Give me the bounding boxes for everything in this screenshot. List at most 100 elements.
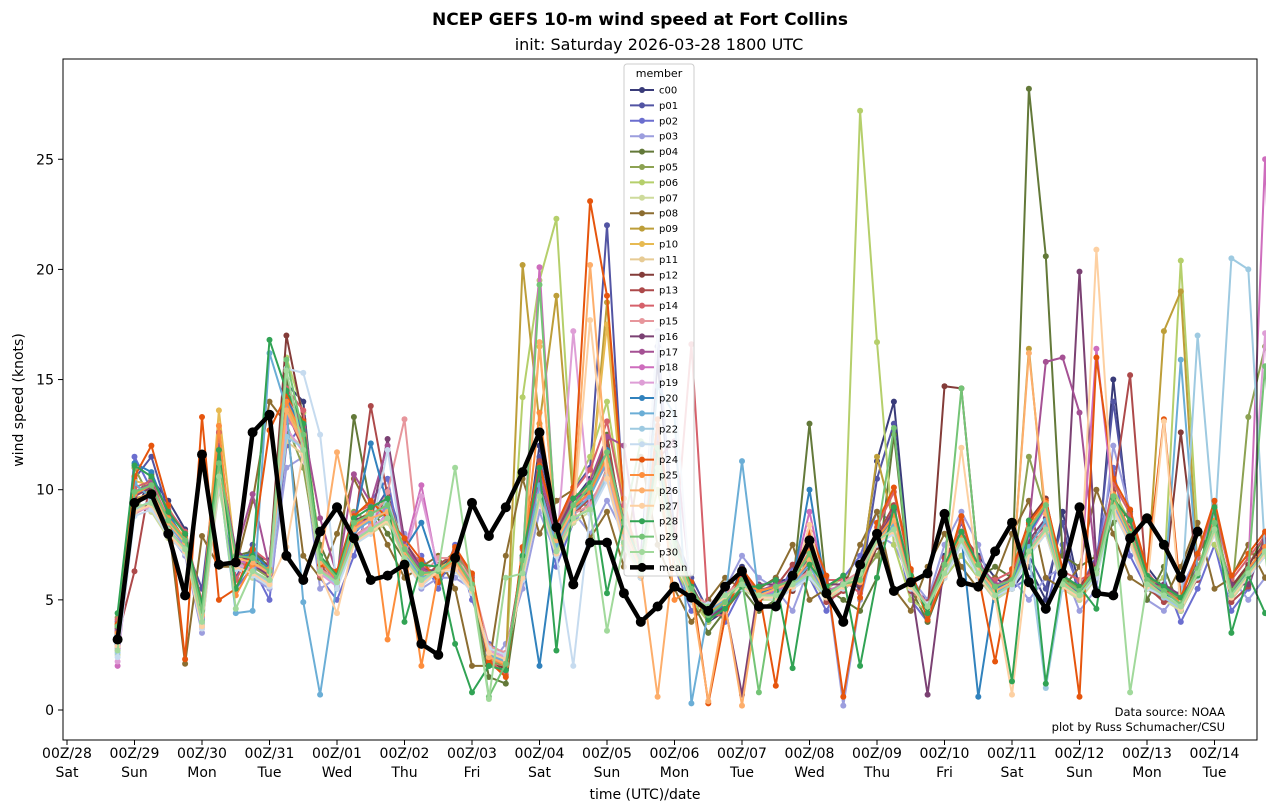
legend-swatch-marker bbox=[639, 502, 645, 509]
series-point-p29 bbox=[148, 482, 155, 489]
x-tick-label-time: 00Z/06 bbox=[650, 746, 700, 762]
x-tick-label-time: 00Z/31 bbox=[245, 746, 295, 762]
series-point-mean bbox=[1192, 526, 1203, 537]
legend-entry-p07: p07 bbox=[630, 193, 678, 204]
series-point-mean bbox=[635, 616, 646, 627]
legend-label: p08 bbox=[659, 209, 678, 220]
y-axis-label: wind speed (knots) bbox=[11, 333, 27, 467]
credit-note: plot by Russ Schumacher/CSU bbox=[1052, 720, 1225, 734]
series-point-p30 bbox=[232, 605, 239, 612]
legend-label: p26 bbox=[659, 486, 678, 497]
legend-entry-p14: p14 bbox=[630, 301, 678, 312]
series-point-p03 bbox=[739, 552, 745, 559]
legend-entry-p30: p30 bbox=[630, 548, 678, 559]
x-tick-label-day: Mon bbox=[187, 765, 217, 781]
series-point-mean bbox=[467, 497, 477, 508]
series-point-p09 bbox=[874, 453, 880, 460]
series-point-p02 bbox=[435, 585, 442, 592]
series-point-p24 bbox=[958, 513, 965, 520]
series-point-p21 bbox=[739, 458, 745, 465]
series-point-p30 bbox=[890, 526, 897, 533]
series-point-p25 bbox=[671, 596, 678, 603]
series-point-mean bbox=[753, 601, 764, 612]
series-point-p06 bbox=[553, 215, 560, 222]
y-tick-label: 25 bbox=[36, 152, 54, 168]
series-point-p27 bbox=[806, 521, 813, 528]
x-tick-label-day: Sat bbox=[528, 765, 551, 781]
legend-entry-p12: p12 bbox=[630, 270, 678, 281]
legend-swatch-marker bbox=[639, 148, 645, 155]
series-point-p23 bbox=[114, 654, 121, 661]
series-point-p30 bbox=[941, 570, 948, 577]
legend-label: p21 bbox=[659, 409, 678, 420]
series-point-mean bbox=[585, 537, 596, 548]
series-point-p30 bbox=[418, 577, 425, 583]
series-point-p13 bbox=[131, 568, 138, 575]
series-point-p24 bbox=[857, 594, 864, 601]
series-point-mean bbox=[348, 533, 359, 544]
series-point-p28 bbox=[1042, 680, 1049, 687]
series-point-p28 bbox=[806, 561, 813, 568]
series-point-p14 bbox=[604, 418, 610, 425]
series-point-p08 bbox=[300, 552, 307, 559]
series-point-p30 bbox=[755, 592, 762, 599]
legend-label: p07 bbox=[659, 193, 678, 204]
series-point-p29 bbox=[1262, 363, 1266, 370]
legend-entry-p25: p25 bbox=[630, 471, 678, 482]
series-point-p06 bbox=[857, 107, 864, 114]
legend-box bbox=[623, 63, 695, 577]
legend-entry-p05: p05 bbox=[630, 163, 678, 174]
y-tick-label: 0 bbox=[45, 703, 54, 719]
series-point-p09 bbox=[519, 262, 526, 268]
series-point-p04 bbox=[705, 629, 712, 636]
series-point-p16 bbox=[384, 436, 391, 442]
series-point-p24 bbox=[1076, 693, 1083, 700]
legend-label: p25 bbox=[659, 471, 678, 482]
series-point-mean bbox=[1007, 517, 1017, 528]
series-point-p30 bbox=[469, 585, 475, 592]
legend-swatch-marker bbox=[639, 164, 645, 170]
series-point-p23 bbox=[334, 585, 340, 592]
series-point-mean bbox=[281, 550, 292, 561]
series-point-p08 bbox=[1194, 519, 1201, 526]
series-point-p27 bbox=[1093, 246, 1100, 253]
series-point-mean bbox=[956, 577, 967, 588]
series-point-p26 bbox=[485, 654, 492, 661]
series-point-p06 bbox=[1177, 257, 1184, 264]
series-point-p16 bbox=[924, 691, 931, 698]
chart-title: NCEP GEFS 10-m wind speed at Fort Collin… bbox=[432, 10, 848, 30]
series-point-p24 bbox=[587, 198, 594, 205]
series-point-p19 bbox=[1262, 330, 1266, 337]
x-tick-label-time: 00Z/08 bbox=[785, 746, 835, 762]
legend-label: p04 bbox=[659, 147, 678, 158]
legend-swatch-marker bbox=[639, 395, 645, 401]
series-point-p26 bbox=[739, 702, 745, 709]
legend-label: p17 bbox=[659, 347, 678, 358]
series-point-mean bbox=[1057, 568, 1068, 579]
x-axis-label: time (UTC)/date bbox=[589, 787, 700, 803]
series-point-p30 bbox=[806, 570, 813, 577]
series-point-p18 bbox=[1262, 156, 1266, 163]
series-point-p03 bbox=[789, 607, 796, 614]
legend-entry-p23: p23 bbox=[630, 440, 678, 451]
x-tick-label-day: Tue bbox=[257, 765, 282, 781]
series-point-p29 bbox=[519, 557, 526, 564]
series-point-p26 bbox=[334, 449, 340, 456]
legend-entry-p06: p06 bbox=[630, 178, 678, 189]
series-point-p22 bbox=[283, 433, 290, 440]
series-point-p28 bbox=[553, 647, 560, 654]
series-point-p29 bbox=[1110, 493, 1117, 500]
series-point-p30 bbox=[384, 515, 391, 522]
x-tick-label-day: Sat bbox=[1001, 765, 1024, 781]
series-point-mean bbox=[534, 427, 545, 438]
series-point-p24 bbox=[1262, 528, 1266, 535]
series-point-p28 bbox=[148, 473, 155, 480]
series-point-p20 bbox=[148, 469, 155, 476]
x-tick-label-day: Mon bbox=[1132, 765, 1162, 781]
series-point-p28 bbox=[401, 618, 408, 625]
series-point-p08 bbox=[874, 508, 880, 515]
series-point-p29 bbox=[992, 583, 999, 590]
series-point-p23 bbox=[300, 369, 307, 376]
legend-label: p02 bbox=[659, 116, 678, 127]
legend-label: p09 bbox=[659, 224, 678, 235]
